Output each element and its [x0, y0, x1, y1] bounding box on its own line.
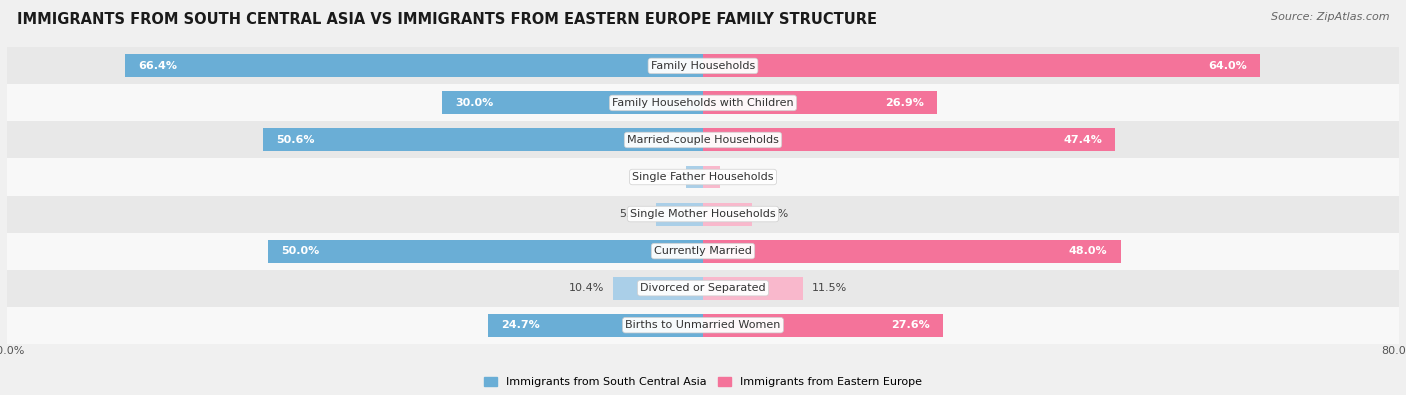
- Text: 24.7%: 24.7%: [501, 320, 540, 330]
- Bar: [703, 314, 943, 337]
- Text: 50.6%: 50.6%: [276, 135, 315, 145]
- Text: Divorced or Separated: Divorced or Separated: [640, 283, 766, 293]
- Text: 66.4%: 66.4%: [138, 61, 177, 71]
- Bar: [613, 276, 703, 299]
- Bar: [703, 166, 720, 188]
- Bar: [7, 269, 1399, 307]
- Text: Single Mother Households: Single Mother Households: [630, 209, 776, 219]
- Bar: [7, 85, 1399, 121]
- Text: Married-couple Households: Married-couple Households: [627, 135, 779, 145]
- Text: 50.0%: 50.0%: [281, 246, 319, 256]
- Text: 5.4%: 5.4%: [619, 209, 647, 219]
- Bar: [703, 92, 936, 115]
- Text: 2.0%: 2.0%: [648, 172, 676, 182]
- Text: Source: ZipAtlas.com: Source: ZipAtlas.com: [1271, 12, 1389, 22]
- Text: 64.0%: 64.0%: [1208, 61, 1247, 71]
- Bar: [703, 276, 803, 299]
- Bar: [488, 314, 703, 337]
- Bar: [269, 240, 703, 263]
- Text: 48.0%: 48.0%: [1069, 246, 1108, 256]
- Text: Family Households with Children: Family Households with Children: [612, 98, 794, 108]
- Bar: [657, 203, 703, 226]
- Bar: [7, 158, 1399, 196]
- Text: Currently Married: Currently Married: [654, 246, 752, 256]
- Bar: [7, 47, 1399, 85]
- Text: 47.4%: 47.4%: [1063, 135, 1102, 145]
- Text: 27.6%: 27.6%: [891, 320, 929, 330]
- Bar: [703, 240, 1121, 263]
- Text: 11.5%: 11.5%: [811, 283, 846, 293]
- Bar: [703, 203, 752, 226]
- Bar: [441, 92, 703, 115]
- Text: 2.0%: 2.0%: [730, 172, 758, 182]
- Text: Births to Unmarried Women: Births to Unmarried Women: [626, 320, 780, 330]
- Bar: [125, 55, 703, 77]
- Legend: Immigrants from South Central Asia, Immigrants from Eastern Europe: Immigrants from South Central Asia, Immi…: [479, 372, 927, 391]
- Bar: [7, 121, 1399, 158]
- Text: IMMIGRANTS FROM SOUTH CENTRAL ASIA VS IMMIGRANTS FROM EASTERN EUROPE FAMILY STRU: IMMIGRANTS FROM SOUTH CENTRAL ASIA VS IM…: [17, 12, 877, 27]
- Bar: [703, 55, 1260, 77]
- Text: 10.4%: 10.4%: [568, 283, 603, 293]
- Text: Family Households: Family Households: [651, 61, 755, 71]
- Bar: [263, 128, 703, 151]
- Bar: [7, 196, 1399, 233]
- Bar: [686, 166, 703, 188]
- Bar: [7, 307, 1399, 344]
- Bar: [703, 128, 1115, 151]
- Text: 5.6%: 5.6%: [761, 209, 789, 219]
- Bar: [7, 233, 1399, 269]
- Text: 30.0%: 30.0%: [456, 98, 494, 108]
- Text: 26.9%: 26.9%: [886, 98, 924, 108]
- Text: Single Father Households: Single Father Households: [633, 172, 773, 182]
